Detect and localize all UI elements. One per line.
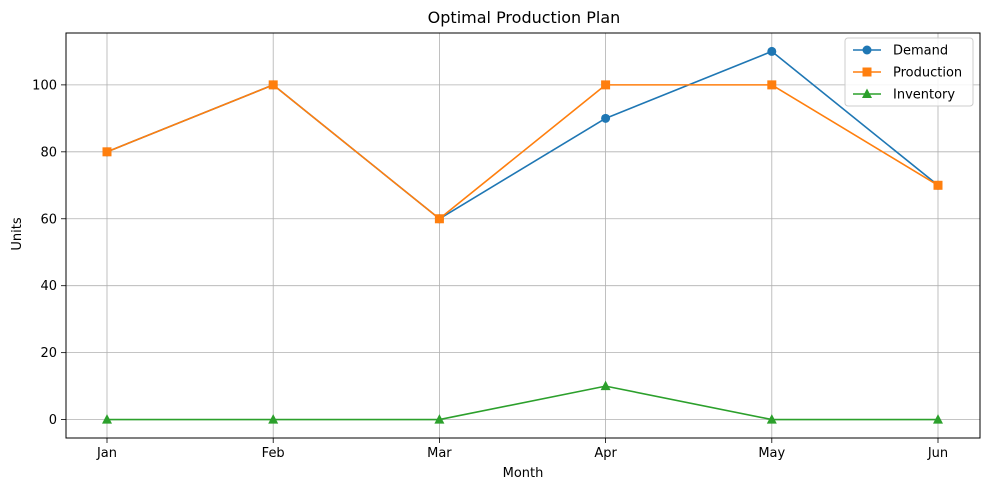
x-axis-label: Month [503,466,544,481]
production-point [601,80,611,90]
chart-title: Optimal Production Plan [428,8,621,27]
inventory-point [268,414,279,424]
x-tick-label: Mar [427,446,452,461]
production-point [767,80,777,90]
x-tick-label: Apr [594,446,617,461]
inventory-point [766,414,777,424]
y-tick-label: 80 [40,145,57,160]
y-tick-label: 0 [49,413,57,428]
y-axis-label: Units [10,217,25,250]
legend-marker [862,45,872,55]
y-tick-label: 40 [40,279,57,294]
legend-box [844,37,974,107]
plot-frame [65,32,981,439]
inventory-point [933,414,943,424]
x-axis: Jan Feb Mar Apr May Jun [96,438,948,461]
inventory-line [107,385,938,421]
legend-item-inventory: Inventory [853,88,955,103]
production-point [102,147,112,157]
legend: Demand Production Inventory [844,37,974,107]
y-tick-label: 60 [40,212,57,227]
production-point [933,180,943,190]
x-tick-label: Jan [96,446,117,461]
series-layer [102,46,943,424]
legend-item-demand: Demand [853,44,948,59]
y-tick-label: 100 [32,78,57,93]
production-line [106,84,939,220]
production-point [434,214,444,224]
legend-marker [862,88,872,98]
legend-label: Demand [893,44,948,59]
legend-marker [862,67,872,77]
y-axis: 0 20 40 60 80 100 [32,78,66,428]
x-tick-label: Jun [927,446,948,461]
legend-label: Inventory [893,88,955,103]
x-tick-label: May [758,446,785,461]
demand-point [601,113,611,123]
series-production [102,80,943,224]
demand-point [767,46,777,56]
inventory-point [102,414,112,424]
inventory-point [434,414,445,424]
legend-item-production: Production [853,66,962,81]
legend-label: Production [893,66,962,81]
inventory-point [600,380,611,391]
series-inventory [102,380,943,424]
x-tick-label: Feb [262,446,285,461]
production-point [268,80,278,90]
y-tick-label: 20 [40,346,57,361]
